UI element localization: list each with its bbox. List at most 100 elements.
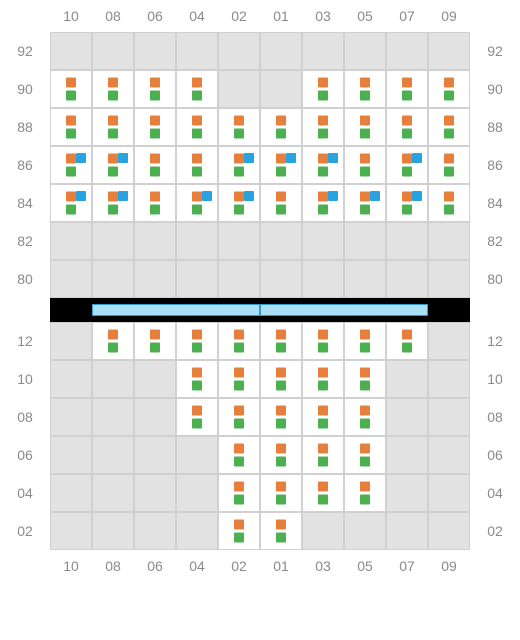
cell[interactable] (302, 146, 344, 184)
cell[interactable] (218, 474, 260, 512)
cell[interactable] (50, 70, 92, 108)
cell[interactable] (134, 436, 176, 474)
cell[interactable] (92, 108, 134, 146)
cell[interactable] (50, 322, 92, 360)
cell[interactable] (428, 70, 470, 108)
cell[interactable] (386, 436, 428, 474)
cell[interactable] (176, 108, 218, 146)
cell[interactable] (92, 260, 134, 298)
cell[interactable] (176, 70, 218, 108)
cell[interactable] (302, 70, 344, 108)
cell[interactable] (260, 32, 302, 70)
cell[interactable] (176, 32, 218, 70)
cell[interactable] (218, 322, 260, 360)
cell[interactable] (428, 222, 470, 260)
cell[interactable] (344, 70, 386, 108)
cell[interactable] (92, 32, 134, 70)
cell[interactable] (50, 474, 92, 512)
cell[interactable] (50, 108, 92, 146)
cell[interactable] (218, 184, 260, 222)
cell[interactable] (260, 222, 302, 260)
cell[interactable] (386, 32, 428, 70)
cell[interactable] (176, 360, 218, 398)
cell[interactable] (260, 260, 302, 298)
cell[interactable] (134, 322, 176, 360)
cell[interactable] (134, 146, 176, 184)
cell[interactable] (92, 222, 134, 260)
cell[interactable] (176, 322, 218, 360)
cell[interactable] (428, 146, 470, 184)
cell[interactable] (134, 70, 176, 108)
cell[interactable] (176, 512, 218, 550)
cell[interactable] (92, 184, 134, 222)
cell[interactable] (92, 512, 134, 550)
cell[interactable] (134, 184, 176, 222)
cell[interactable] (50, 32, 92, 70)
cell[interactable] (302, 184, 344, 222)
cell[interactable] (134, 398, 176, 436)
cell[interactable] (428, 436, 470, 474)
cell[interactable] (134, 360, 176, 398)
cell[interactable] (386, 222, 428, 260)
cell[interactable] (302, 222, 344, 260)
cell[interactable] (50, 222, 92, 260)
cell[interactable] (344, 222, 386, 260)
cell[interactable] (218, 70, 260, 108)
cell[interactable] (176, 146, 218, 184)
cell[interactable] (344, 474, 386, 512)
cell[interactable] (428, 322, 470, 360)
cell[interactable] (344, 184, 386, 222)
cell[interactable] (344, 360, 386, 398)
cell[interactable] (92, 360, 134, 398)
cell[interactable] (302, 32, 344, 70)
cell[interactable] (428, 32, 470, 70)
cell[interactable] (344, 512, 386, 550)
cell[interactable] (134, 32, 176, 70)
cell[interactable] (386, 260, 428, 298)
cell[interactable] (260, 398, 302, 436)
cell[interactable] (428, 360, 470, 398)
cell[interactable] (302, 108, 344, 146)
cell[interactable] (428, 512, 470, 550)
cell[interactable] (92, 474, 134, 512)
cell[interactable] (428, 260, 470, 298)
cell[interactable] (344, 322, 386, 360)
cell[interactable] (50, 512, 92, 550)
cell[interactable] (386, 398, 428, 436)
cell[interactable] (386, 474, 428, 512)
cell[interactable] (176, 474, 218, 512)
cell[interactable] (50, 360, 92, 398)
cell[interactable] (50, 398, 92, 436)
cell[interactable] (134, 108, 176, 146)
cell[interactable] (50, 260, 92, 298)
cell[interactable] (92, 146, 134, 184)
cell[interactable] (428, 108, 470, 146)
cell[interactable] (134, 512, 176, 550)
cell[interactable] (386, 70, 428, 108)
cell[interactable] (218, 146, 260, 184)
cell[interactable] (92, 436, 134, 474)
cell[interactable] (218, 222, 260, 260)
cell[interactable] (260, 436, 302, 474)
cell[interactable] (386, 512, 428, 550)
cell[interactable] (176, 436, 218, 474)
cell[interactable] (260, 70, 302, 108)
cell[interactable] (218, 512, 260, 550)
cell[interactable] (176, 398, 218, 436)
cell[interactable] (134, 260, 176, 298)
cell[interactable] (428, 474, 470, 512)
cell[interactable] (260, 360, 302, 398)
cell[interactable] (386, 184, 428, 222)
cell[interactable] (260, 322, 302, 360)
cell[interactable] (386, 146, 428, 184)
cell[interactable] (260, 184, 302, 222)
cell[interactable] (302, 436, 344, 474)
cell[interactable] (176, 222, 218, 260)
cell[interactable] (344, 32, 386, 70)
cell[interactable] (386, 360, 428, 398)
cell[interactable] (134, 474, 176, 512)
cell[interactable] (176, 260, 218, 298)
cell[interactable] (302, 322, 344, 360)
cell[interactable] (344, 398, 386, 436)
cell[interactable] (218, 32, 260, 70)
